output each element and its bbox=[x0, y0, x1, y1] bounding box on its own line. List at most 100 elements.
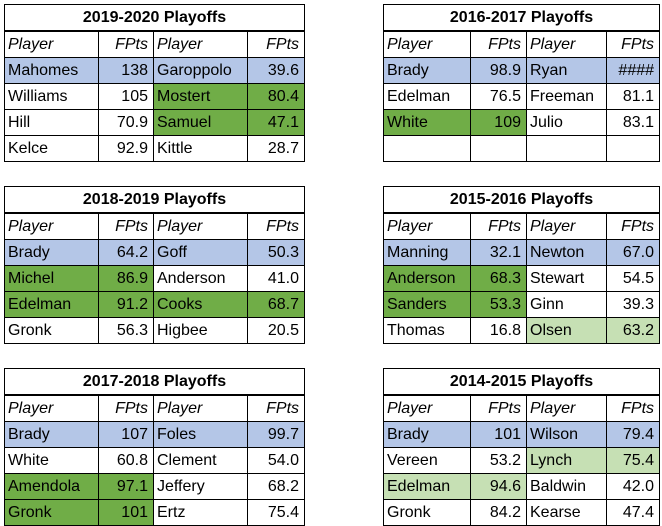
fpts-cell: 138 bbox=[98, 57, 154, 84]
fpts-cell: 101 bbox=[470, 421, 527, 448]
fpts-cell: 86.9 bbox=[98, 265, 154, 292]
header-player: Player bbox=[153, 212, 248, 240]
player-cell: Gronk bbox=[4, 317, 99, 344]
header-player: Player bbox=[4, 394, 99, 422]
fpts-cell: 53.2 bbox=[470, 447, 527, 474]
fpts-cell: 39.6 bbox=[246, 57, 306, 84]
fpts-cell: 70.9 bbox=[98, 109, 154, 136]
fpts-cell: 28.7 bbox=[246, 135, 306, 162]
fpts-cell: 41.0 bbox=[246, 265, 306, 292]
playoffs-table-2016-2017: 2016-2017 Playoffs Player FPts Player FP… bbox=[382, 4, 661, 162]
header-player: Player bbox=[4, 212, 99, 240]
table-row: Gronk 56.3 Higbee 20.5 bbox=[4, 317, 306, 344]
player-cell bbox=[383, 135, 471, 162]
player-cell: Manning bbox=[383, 239, 471, 266]
player-cell: Vereen bbox=[383, 447, 471, 474]
fpts-cell: 68.2 bbox=[246, 473, 306, 500]
header-player: Player bbox=[383, 30, 471, 58]
fpts-cell: 47.1 bbox=[246, 109, 306, 136]
player-cell: Brady bbox=[383, 57, 471, 84]
player-cell: Samuel bbox=[153, 109, 248, 136]
fpts-cell: 32.1 bbox=[470, 239, 527, 266]
header-fpts: FPts bbox=[605, 394, 661, 422]
table-title: 2018-2019 Playoffs bbox=[3, 186, 306, 214]
table-row: Gronk 84.2 Kearse 47.4 bbox=[383, 499, 661, 526]
table-row: Vereen 53.2 Lynch 75.4 bbox=[383, 447, 661, 474]
player-cell: Anderson bbox=[383, 265, 471, 292]
table-row: Kelce 92.9 Kittle 28.7 bbox=[4, 135, 306, 162]
player-cell: Brady bbox=[4, 421, 99, 448]
table-row: Brady 101 Wilson 79.4 bbox=[383, 421, 661, 448]
player-cell: Foles bbox=[153, 421, 248, 448]
fpts-cell: 20.5 bbox=[246, 317, 306, 344]
header-fpts: FPts bbox=[98, 30, 154, 58]
fpts-cell: 53.3 bbox=[470, 291, 527, 318]
fpts-cell: 47.4 bbox=[605, 499, 661, 526]
player-cell: Michel bbox=[4, 265, 99, 292]
table-row: Amendola 97.1 Jeffery 68.2 bbox=[4, 473, 306, 500]
player-cell bbox=[526, 135, 607, 162]
playoffs-table-2015-2016: 2015-2016 Playoffs Player FPts Player FP… bbox=[382, 186, 661, 344]
fpts-cell: 67.0 bbox=[605, 239, 661, 266]
table-title: 2014-2015 Playoffs bbox=[382, 368, 661, 396]
player-cell: Stewart bbox=[526, 265, 607, 292]
player-cell: Williams bbox=[4, 83, 99, 110]
player-cell: Anderson bbox=[153, 265, 248, 292]
table-row: Manning 32.1 Newton 67.0 bbox=[383, 239, 661, 266]
header-fpts: FPts bbox=[246, 394, 306, 422]
table-row: Gronk 101 Ertz 75.4 bbox=[4, 499, 306, 526]
playoffs-table-2019-2020: 2019-2020 Playoffs Player FPts Player FP… bbox=[3, 4, 306, 162]
table-row: Edelman 76.5 Freeman 81.1 bbox=[383, 83, 661, 110]
player-cell: Sanders bbox=[383, 291, 471, 318]
fpts-cell: 105 bbox=[98, 83, 154, 110]
fpts-cell: 91.2 bbox=[98, 291, 154, 318]
fpts-cell: 109 bbox=[470, 109, 527, 136]
table-row: Edelman 91.2 Cooks 68.7 bbox=[4, 291, 306, 318]
player-cell: Jeffery bbox=[153, 473, 248, 500]
fpts-cell: 99.7 bbox=[246, 421, 306, 448]
header-player: Player bbox=[4, 30, 99, 58]
fpts-cell: 60.8 bbox=[98, 447, 154, 474]
table-title: 2015-2016 Playoffs bbox=[382, 186, 661, 214]
table-row: Michel 86.9 Anderson 41.0 bbox=[4, 265, 306, 292]
playoffs-table-2018-2019: 2018-2019 Playoffs Player FPts Player FP… bbox=[3, 186, 306, 344]
table-row: Sanders 53.3 Ginn 39.3 bbox=[383, 291, 661, 318]
player-cell: Ginn bbox=[526, 291, 607, 318]
fpts-cell: 94.6 bbox=[470, 473, 527, 500]
player-cell: Gronk bbox=[4, 499, 99, 526]
header-player: Player bbox=[153, 394, 248, 422]
table-row: Brady 98.9 Ryan #### bbox=[383, 57, 661, 84]
player-cell: Freeman bbox=[526, 83, 607, 110]
table-row: Williams 105 Mostert 80.4 bbox=[4, 83, 306, 110]
player-cell: Edelman bbox=[383, 83, 471, 110]
player-cell: Kearse bbox=[526, 499, 607, 526]
header-fpts: FPts bbox=[470, 394, 527, 422]
table-row bbox=[383, 135, 661, 162]
fpts-cell: 84.2 bbox=[470, 499, 527, 526]
player-cell: Kelce bbox=[4, 135, 99, 162]
fpts-cell: 42.0 bbox=[605, 473, 661, 500]
playoffs-table-2014-2015: 2014-2015 Playoffs Player FPts Player FP… bbox=[382, 368, 661, 526]
fpts-cell: 80.4 bbox=[246, 83, 306, 110]
header-player: Player bbox=[153, 30, 248, 58]
player-cell: Kittle bbox=[153, 135, 248, 162]
fpts-cell: 56.3 bbox=[98, 317, 154, 344]
fpts-cell: 92.9 bbox=[98, 135, 154, 162]
player-cell: Newton bbox=[526, 239, 607, 266]
fpts-cell: 75.4 bbox=[605, 447, 661, 474]
player-cell: Wilson bbox=[526, 421, 607, 448]
player-cell: Hill bbox=[4, 109, 99, 136]
header-fpts: FPts bbox=[470, 212, 527, 240]
player-cell: Edelman bbox=[383, 473, 471, 500]
fpts-cell: 75.4 bbox=[246, 499, 306, 526]
fpts-cell: 79.4 bbox=[605, 421, 661, 448]
header-fpts: FPts bbox=[98, 394, 154, 422]
playoffs-table-2017-2018: 2017-2018 Playoffs Player FPts Player FP… bbox=[3, 368, 306, 526]
player-cell: Thomas bbox=[383, 317, 471, 344]
player-cell: Higbee bbox=[153, 317, 248, 344]
fpts-cell: 64.2 bbox=[98, 239, 154, 266]
table-title: 2017-2018 Playoffs bbox=[3, 368, 306, 396]
header-player: Player bbox=[526, 394, 607, 422]
fpts-cell: 16.8 bbox=[470, 317, 527, 344]
fpts-cell: 63.2 bbox=[605, 317, 661, 344]
